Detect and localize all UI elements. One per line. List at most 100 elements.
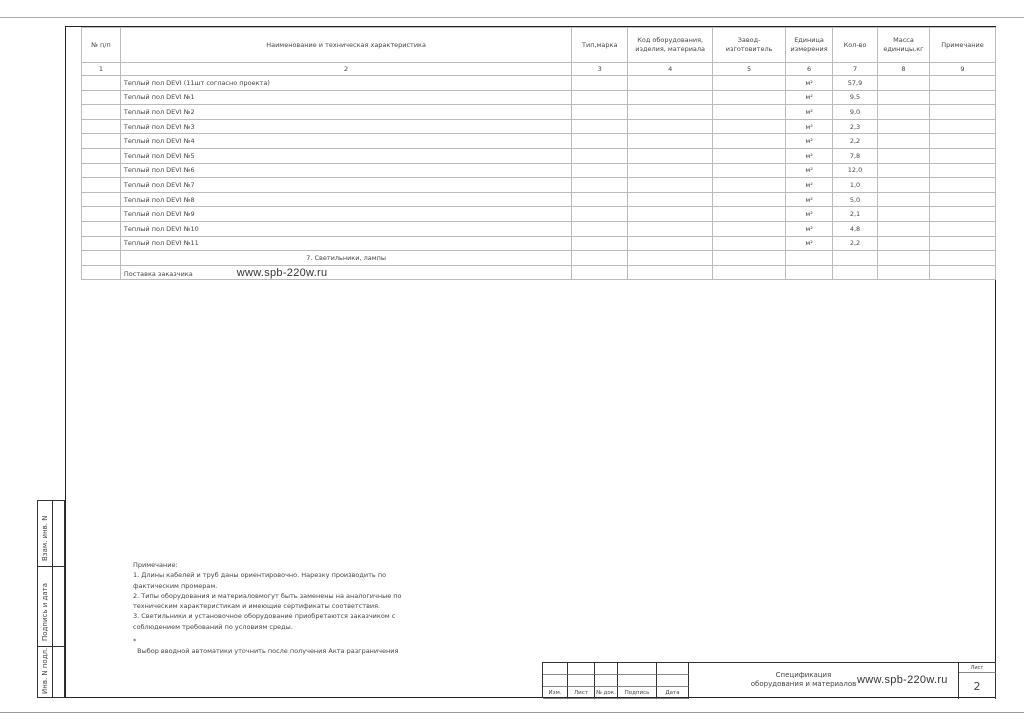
table-row: Теплый пол DEVI №1 м² 9,5 bbox=[81, 89, 997, 106]
row-name: Теплый пол DEVI №2 bbox=[119, 104, 573, 120]
row-qty: 12,0 bbox=[832, 162, 878, 179]
column-number: 3 bbox=[571, 62, 629, 76]
row-qty: 9,0 bbox=[832, 104, 878, 120]
table-row: Теплый пол DEVI №11 м² 2,2 bbox=[81, 235, 997, 252]
row-unit: м² bbox=[785, 162, 834, 179]
row-unit: м² bbox=[785, 220, 834, 237]
note-line: 1. Длины кабелей и труб даны ориентирово… bbox=[133, 571, 387, 580]
title-line: оборудования и материалов bbox=[750, 680, 857, 688]
row-name: Теплый пол DEVI №8 bbox=[119, 191, 573, 208]
section-title: 7. Светильники, лампы bbox=[119, 250, 573, 266]
row-name: Теплый пол DEVI №10 bbox=[119, 220, 573, 237]
page-bottom-line bbox=[0, 712, 1024, 713]
header-cell: Примечание bbox=[928, 27, 997, 63]
header-cell: Единица измерения bbox=[785, 27, 834, 63]
notes-title: Примечание: bbox=[133, 561, 178, 569]
column-number-row: 1 2 3 4 5 6 7 8 9 bbox=[81, 62, 997, 76]
row-unit: м² bbox=[785, 118, 834, 135]
customer-supply-cell: Поставка заказчика www.spb-220w.ru bbox=[119, 264, 573, 281]
row-name: Теплый пол DEVI №6 bbox=[119, 162, 573, 179]
note-line: соблюдением требований по условиям среды… bbox=[133, 622, 293, 631]
row-unit: м² bbox=[785, 177, 834, 193]
title-line: Спецификация bbox=[775, 671, 832, 679]
row-name: Теплый пол DEVI №1 bbox=[119, 89, 573, 106]
stamp-label: Дата bbox=[657, 687, 689, 699]
row-qty: 7,8 bbox=[832, 147, 878, 164]
row-qty: 57,9 bbox=[832, 75, 878, 91]
row-unit: м² bbox=[785, 75, 834, 91]
header-cell: Наименование и техническая характеристик… bbox=[119, 27, 573, 63]
row-name: Теплый пол DEVI (11шт согласно проекта) bbox=[119, 75, 573, 91]
document-title: Спецификация оборудования и материалов w… bbox=[689, 663, 959, 699]
row-unit: м² bbox=[785, 206, 834, 222]
row-unit: м² bbox=[785, 235, 834, 252]
title-block: Изм. Лист № док. Подпись Дата Спецификац… bbox=[542, 662, 996, 699]
watermark: www.spb-220w.ru bbox=[236, 266, 328, 279]
specification-table: № п/п Наименование и техническая характе… bbox=[81, 27, 997, 281]
note-line: 3. Светильники и установочное оборудован… bbox=[133, 612, 396, 621]
row-qty: 2,3 bbox=[832, 118, 878, 135]
table-row: Теплый пол DEVI (11шт согласно проекта) м… bbox=[81, 75, 997, 91]
note-line: фактическим промерам. bbox=[133, 581, 218, 590]
watermark: www.spb-220w.ru bbox=[857, 674, 948, 686]
table-row: Теплый пол DEVI №5 м² 7,8 bbox=[81, 147, 997, 164]
row-name: Теплый пол DEVI №3 bbox=[119, 118, 573, 135]
header-cell: Масса единицы,кг bbox=[877, 27, 930, 63]
row-unit: м² bbox=[785, 147, 834, 164]
row-name: Теплый пол DEVI №9 bbox=[119, 206, 573, 222]
row-qty: 9,5 bbox=[832, 89, 878, 106]
row-qty: 2,1 bbox=[832, 206, 878, 222]
note-line: 2. Типы оборудования и материаловмогут б… bbox=[133, 591, 402, 600]
row-qty: 2,2 bbox=[832, 133, 878, 149]
row-name: Теплый пол DEVI №4 bbox=[119, 133, 573, 149]
stamp-label: Изм. bbox=[543, 687, 568, 699]
row-unit: м² bbox=[785, 104, 834, 120]
note-line: Выбор вводной автоматики уточнить после … bbox=[133, 647, 399, 656]
stamp-label: Подпись bbox=[618, 687, 657, 699]
row-qty: 2,2 bbox=[832, 235, 878, 252]
table-row: Теплый пол DEVI №6 м² 12,0 bbox=[81, 162, 997, 179]
row-name: Теплый пол DEVI №7 bbox=[119, 177, 573, 193]
drawing-frame bbox=[65, 26, 996, 698]
table-row: Теплый пол DEVI №8 м² 5,0 bbox=[81, 191, 997, 208]
table-row: Теплый пол DEVI №9 м² 2,1 bbox=[81, 206, 997, 222]
header-cell: № п/п bbox=[81, 27, 121, 63]
table-row: Теплый пол DEVI №3 м² 2,3 bbox=[81, 118, 997, 135]
side-stamp: Взам. инв. N Подпись и дата Инв. N подл. bbox=[37, 500, 65, 698]
header-cell: Завод-изготовитель bbox=[712, 27, 787, 63]
column-number: 5 bbox=[712, 62, 787, 76]
column-number: 6 bbox=[785, 62, 834, 76]
table-row: Теплый пол DEVI №7 м² 1,0 bbox=[81, 177, 997, 193]
sheet-label: Лист bbox=[959, 663, 996, 673]
column-number: 1 bbox=[81, 62, 121, 76]
table-row: Теплый пол DEVI №2 м² 9,0 bbox=[81, 104, 997, 120]
row-qty: 5,0 bbox=[832, 191, 878, 208]
column-number: 2 bbox=[119, 62, 573, 76]
table-row: Теплый пол DEVI №4 м² 2,2 bbox=[81, 133, 997, 149]
note-line: * bbox=[133, 637, 137, 646]
side-stamp-label: Подпись и дата bbox=[41, 583, 49, 641]
table-row: Теплый пол DEVI №10 м² 4,8 bbox=[81, 220, 997, 237]
row-qty: 4,8 bbox=[832, 220, 878, 237]
row-name: Теплый пол DEVI №5 bbox=[119, 147, 573, 164]
column-number: 8 bbox=[877, 62, 930, 76]
header-cell: Код оборудования, изделия, материала bbox=[627, 27, 714, 63]
header-row: № п/п Наименование и техническая характе… bbox=[81, 27, 997, 63]
row-unit: м² bbox=[785, 89, 834, 106]
section-row: 7. Светильники, лампы bbox=[81, 250, 997, 266]
note-line: техническим характеристикам и имеющие се… bbox=[133, 602, 381, 611]
header-cell: Кол-во bbox=[832, 27, 878, 63]
header-cell: Тип,марка bbox=[571, 27, 629, 63]
row-qty: 1,0 bbox=[832, 177, 878, 193]
customer-supply-text: Поставка заказчика bbox=[123, 269, 193, 278]
row-unit: м² bbox=[785, 133, 834, 149]
page-top-line bbox=[0, 17, 1024, 18]
stamp-label: № док. bbox=[595, 687, 618, 699]
side-stamp-label: Инв. N подл. bbox=[41, 647, 49, 694]
column-number: 9 bbox=[928, 62, 997, 76]
side-stamp-label: Взам. инв. N bbox=[41, 515, 49, 561]
sheet-number: 2 bbox=[959, 673, 996, 699]
column-number: 7 bbox=[832, 62, 878, 76]
row-unit: м² bbox=[785, 191, 834, 208]
stamp-label: Лист bbox=[568, 687, 595, 699]
